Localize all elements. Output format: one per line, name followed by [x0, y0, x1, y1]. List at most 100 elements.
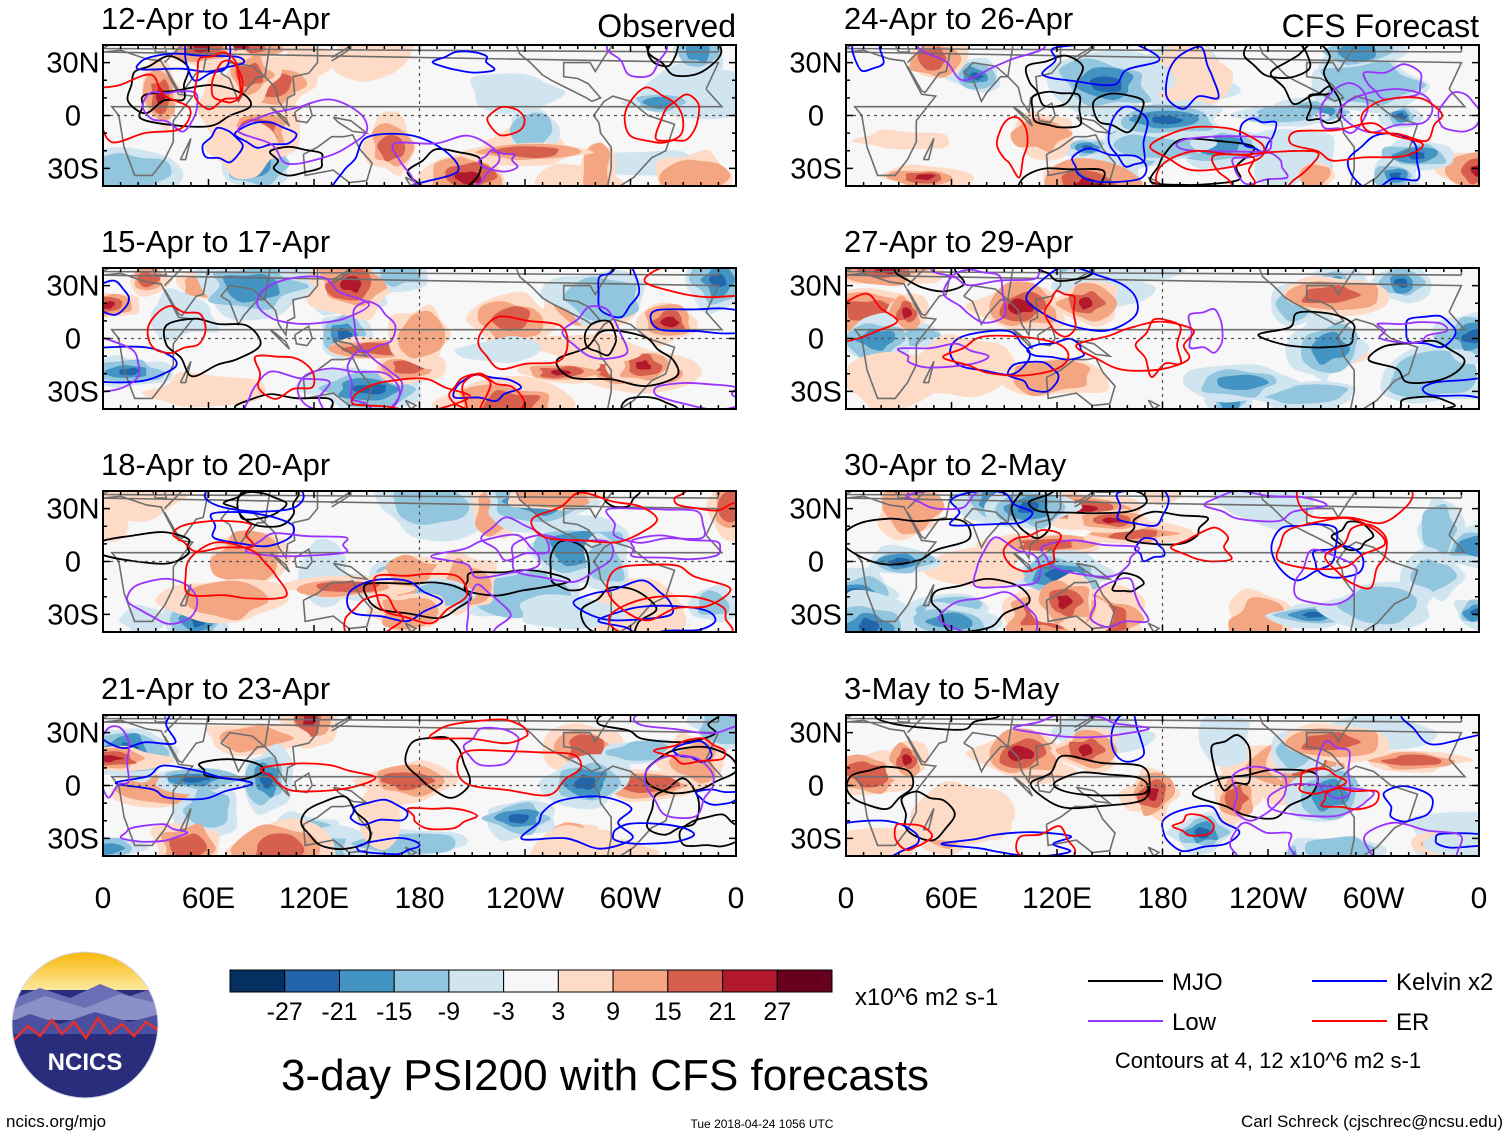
- er-contour: [253, 354, 316, 400]
- mjo-contour: [1149, 137, 1256, 186]
- er-contour: [995, 116, 1029, 179]
- lon-tick-label: 180: [394, 882, 444, 915]
- colorbar-swatch: [557, 969, 614, 993]
- footer-timestamp: Tue 2018-04-24 1056 UTC: [691, 1117, 834, 1131]
- coastline: [103, 45, 720, 53]
- colorbar-label: 15: [654, 998, 682, 1026]
- low-contour: [1267, 782, 1375, 818]
- er-contour: [1320, 787, 1380, 811]
- coastline: [220, 731, 267, 774]
- er-contour: [448, 373, 492, 409]
- anomaly-fill: [1320, 60, 1427, 106]
- coastline: [906, 491, 953, 540]
- coastline: [846, 49, 1467, 177]
- lat-tick-label: 0: [65, 547, 81, 579]
- anomaly-fill: [519, 594, 628, 630]
- map-panel: [103, 491, 736, 632]
- lon-tick-label: 60E: [182, 882, 235, 915]
- kelvin-contour: [520, 795, 634, 850]
- colorbar-label: -3: [493, 998, 515, 1026]
- footer-url: ncics.org/mjo: [6, 1112, 106, 1131]
- coastline: [1075, 786, 1113, 805]
- coastline: [1335, 541, 1419, 632]
- mjo-contour: [222, 491, 288, 521]
- kelvin-contour: [349, 798, 409, 826]
- er-contour: [1324, 523, 1388, 590]
- lat-tick-label: 0: [808, 324, 824, 356]
- coastline: [293, 324, 314, 347]
- lat-tick-label: 0: [808, 101, 824, 133]
- anomaly-fill: [470, 73, 566, 115]
- anomaly-fill: [490, 146, 559, 159]
- coastline: [179, 138, 192, 161]
- coastline: [1258, 45, 1357, 103]
- anomaly-fill: [574, 774, 596, 790]
- lon-tick-label: 60W: [1343, 882, 1405, 915]
- lon-tick-label: 120E: [279, 882, 349, 915]
- er-contour: [210, 59, 244, 104]
- legend-label: Kelvin x2: [1396, 969, 1493, 996]
- kelvin-contour: [201, 126, 244, 164]
- colorbar-swatch: [229, 969, 286, 993]
- panel-title: 12-Apr to 14-Apr: [101, 1, 330, 36]
- anomaly-fill: [1301, 732, 1361, 751]
- lon-tick-label: 120E: [1022, 882, 1092, 915]
- er-contour: [1015, 825, 1077, 856]
- anomaly-fill: [1301, 285, 1361, 304]
- colorbar-label: -9: [438, 998, 460, 1026]
- coastline: [1074, 491, 1095, 508]
- column-label-1: CFS Forecast: [1282, 8, 1479, 44]
- er-contour: [146, 305, 207, 355]
- kelvin-contour: [452, 373, 523, 403]
- anomaly-fill: [414, 582, 473, 607]
- er-contour: [1171, 813, 1215, 837]
- coastline: [592, 541, 676, 632]
- anomaly-fill: [709, 273, 727, 287]
- kelvin-contour: [1110, 715, 1146, 763]
- kelvin-contour: [1161, 804, 1241, 853]
- anomaly-fill: [1421, 503, 1458, 555]
- lon-tick-label: 0: [728, 882, 745, 915]
- lon-tick-label: 60E: [925, 882, 978, 915]
- kelvin-contour: [209, 511, 295, 548]
- er-contour: [103, 73, 192, 144]
- anomaly-fill: [563, 276, 640, 322]
- anomaly-fill: [103, 843, 125, 855]
- mjo-contour: [583, 319, 618, 357]
- anomaly-fill: [1212, 491, 1314, 530]
- low-contour: [561, 305, 629, 360]
- lat-tick-label: 0: [808, 547, 824, 579]
- anomaly-fill: [397, 310, 446, 359]
- low-contour: [1089, 577, 1150, 629]
- coastline: [1012, 106, 1034, 127]
- kelvin-contour: [948, 491, 1034, 527]
- low-contour: [1040, 539, 1140, 578]
- kelvin-contour: [1134, 537, 1166, 563]
- low-contour: [462, 726, 520, 767]
- low-contour: [1231, 151, 1289, 186]
- coastline: [1147, 846, 1161, 856]
- er-contour: [461, 372, 526, 409]
- coastline: [1045, 356, 1116, 407]
- footer-author: Carl Schreck (cjschrec@ncsu.edu): [1241, 1112, 1503, 1131]
- coastline: [103, 491, 720, 499]
- panel-title: 15-Apr to 17-Apr: [101, 224, 330, 259]
- er-contour: [428, 718, 529, 745]
- coastline: [293, 547, 314, 570]
- lat-tick-label: 30N: [789, 271, 842, 303]
- coastline: [592, 95, 676, 186]
- mjo-contour: [126, 55, 190, 115]
- anomaly-fill: [1422, 831, 1479, 855]
- lat-tick-label: 30S: [47, 599, 99, 631]
- coastline: [1036, 547, 1057, 570]
- colorbar-swatch: [448, 969, 505, 993]
- mjo-contour: [555, 329, 680, 388]
- coastline: [906, 268, 953, 317]
- coastline: [264, 45, 319, 115]
- er-contour: [1275, 517, 1387, 571]
- er-contour: [486, 105, 526, 137]
- anomaly-fill: [1388, 350, 1478, 399]
- anomaly-fill: [1078, 744, 1093, 757]
- mjo-contour: [1242, 45, 1312, 79]
- er-contour: [1298, 767, 1348, 795]
